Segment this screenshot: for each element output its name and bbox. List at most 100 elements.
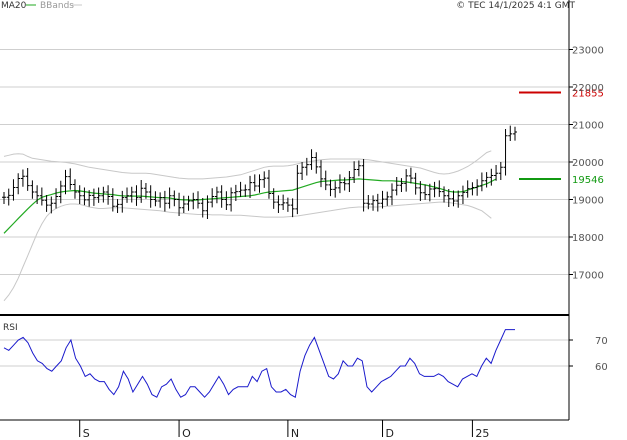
ohlc-bar xyxy=(172,190,177,207)
ohlc-bar xyxy=(408,167,413,184)
ohlc-bar xyxy=(91,188,96,206)
ohlc-bar xyxy=(186,195,191,211)
price-tick-label: 23000 xyxy=(572,46,604,57)
ohlc-bar xyxy=(479,172,484,192)
bollinger-bands xyxy=(3,150,492,302)
ohlc-bar xyxy=(371,195,376,211)
date-tick-label: O xyxy=(182,427,191,440)
ohlc-bar xyxy=(494,165,499,181)
ohlc-bar xyxy=(252,174,257,192)
ohlc-bar xyxy=(489,168,494,186)
price-tick-label: 22000 xyxy=(572,83,604,94)
ohlc-bar xyxy=(404,169,409,192)
ohlc-bar xyxy=(423,184,428,200)
date-tick-label: 25 xyxy=(475,427,489,440)
ohlc-bar xyxy=(375,193,380,212)
ohlc-bar xyxy=(233,184,238,201)
ohlc-bar xyxy=(49,196,54,214)
ohlc-bar xyxy=(143,183,148,199)
ohlc-bar xyxy=(465,180,470,198)
date-tick-label: N xyxy=(291,427,299,440)
ohlc-bar xyxy=(101,186,106,203)
ohlc-bar xyxy=(195,191,200,209)
ohlc-bar xyxy=(513,126,517,141)
ohlc-bar xyxy=(337,174,342,194)
ohlc-bar xyxy=(139,180,144,203)
ohlc-bar xyxy=(148,185,153,208)
ohlc-bar xyxy=(181,195,186,213)
ohlc-bar xyxy=(394,177,399,196)
ohlc-bar xyxy=(72,179,77,199)
ohlc-bar xyxy=(229,187,234,212)
ohlc-bar xyxy=(323,170,328,191)
ohlc-bar xyxy=(319,160,324,188)
ohlc-bar xyxy=(314,152,319,174)
ohlc-bar xyxy=(385,191,390,206)
ohlc-bar xyxy=(418,181,423,201)
ohlc-bar xyxy=(30,180,35,199)
ohlc-bar xyxy=(106,185,111,205)
ohlc-bar xyxy=(262,171,267,188)
ohlc-bar xyxy=(300,162,305,180)
ma-legend-label: MA20 xyxy=(1,1,27,11)
price-tick-label: 19000 xyxy=(572,196,604,207)
ohlc-bar xyxy=(352,161,357,183)
ohlc-bar xyxy=(224,191,229,210)
ohlc-bar xyxy=(125,187,130,203)
price-tick-label: 18000 xyxy=(572,233,604,244)
ohlc-bar xyxy=(25,168,30,191)
date-axis: S O N D 25 xyxy=(79,420,489,440)
lower-band-line xyxy=(3,201,492,302)
ohlc-bar xyxy=(35,185,40,204)
ohlc-bar xyxy=(347,171,352,192)
copyright-notice: © TEC 14/1/2025 4:1 GMT xyxy=(456,1,575,11)
ohlc-bar xyxy=(427,183,432,202)
ohlc-bar xyxy=(210,188,215,208)
date-tick-label: D xyxy=(386,427,394,440)
ohlc-bar xyxy=(342,177,347,191)
ohlc-bar xyxy=(6,188,11,206)
support-level-label: 19546 xyxy=(572,175,604,186)
ohlc-bar xyxy=(503,129,508,176)
ohlc-bar xyxy=(205,195,210,219)
ohlc-bar xyxy=(456,190,461,208)
ohlc-bar xyxy=(219,185,224,208)
ohlc-bar xyxy=(54,188,59,209)
ohlc-bar xyxy=(508,125,513,141)
ohlc-bar xyxy=(87,190,92,207)
price-tick-label: 20000 xyxy=(572,158,604,169)
ohlc-bar xyxy=(290,198,295,218)
ohlc-bar xyxy=(115,199,120,213)
ohlc-bar xyxy=(281,194,286,210)
ohlc-bar xyxy=(82,187,87,206)
ohlc-bar xyxy=(498,162,503,180)
ohlc-bar xyxy=(110,188,115,212)
ohlc-bar xyxy=(11,179,16,201)
bbands-legend-label: BBands xyxy=(40,1,74,11)
ohlc-bar xyxy=(167,187,172,209)
ohlc-bar xyxy=(257,174,262,193)
ohlc-bar xyxy=(271,188,276,209)
ohlc-bar xyxy=(304,157,309,176)
ohlc-bar xyxy=(158,192,163,208)
ohlc-bar xyxy=(162,190,167,212)
rsi-panel-label: RSI xyxy=(3,323,18,333)
ohlc-bar xyxy=(77,185,82,204)
ohlc-bar xyxy=(484,172,489,188)
chart-header: MA20 BBands © TEC 14/1/2025 4:1 GMT RSI xyxy=(1,1,576,333)
price-tick-label: 17000 xyxy=(572,271,604,282)
ohlc-bar xyxy=(366,195,371,210)
ohlc-bar xyxy=(200,198,205,218)
ohlc-bar xyxy=(20,169,25,187)
ohlc-bar xyxy=(285,197,290,212)
rsi-series-line xyxy=(3,329,515,398)
ohlc-bar xyxy=(437,180,442,197)
ohlc-bar xyxy=(432,181,437,198)
ohlc-bar xyxy=(460,185,465,204)
ohlc-bar xyxy=(442,186,447,203)
ohlc-bar xyxy=(451,190,456,207)
ohlc-bar xyxy=(238,181,243,197)
price-levels xyxy=(519,91,561,181)
ohlc-bar xyxy=(248,175,253,198)
